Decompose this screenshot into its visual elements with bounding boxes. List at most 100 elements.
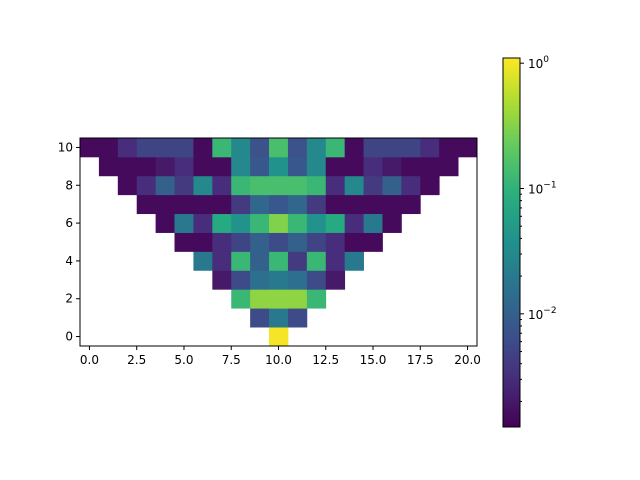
heatmap-cell	[193, 138, 213, 158]
heatmap-cell	[344, 194, 364, 215]
heatmap-cell	[155, 138, 175, 158]
x-tick-label: 12.5	[312, 353, 339, 367]
heatmap-cell	[174, 138, 194, 158]
x-tick-label: 17.5	[407, 353, 434, 367]
heatmap-cell	[80, 138, 100, 158]
heatmap-cell	[174, 175, 194, 196]
y-tick-label: 4	[65, 254, 73, 268]
heatmap-cell	[136, 138, 157, 158]
heatmap-cell	[155, 156, 175, 177]
heatmap-cell	[212, 194, 232, 215]
heatmap-cell	[231, 251, 251, 271]
heatmap-cell	[458, 138, 478, 158]
y-tick-label: 8	[65, 178, 73, 192]
heatmap-cell	[344, 156, 364, 177]
heatmap-cell	[287, 138, 308, 158]
heatmap-cell	[212, 175, 232, 196]
heatmap-cell	[325, 270, 346, 290]
colorbar	[503, 58, 520, 427]
y-tick-label: 0	[65, 330, 73, 344]
heatmap-cell	[136, 175, 157, 196]
x-tick-label: 5.0	[174, 353, 193, 367]
x-tick-label: 10.0	[265, 353, 292, 367]
colorbar-ticks: 10−2 10−1 100	[520, 55, 557, 402]
heatmap-cell	[382, 175, 402, 196]
y-axis: 0 2 4 6 8 10	[58, 140, 80, 344]
heatmap-cell	[269, 289, 289, 309]
heatmap-cell	[363, 138, 383, 158]
heatmap-cell	[155, 213, 175, 233]
heatmap-cell	[401, 194, 421, 215]
heatmap-cell	[231, 156, 251, 177]
heatmap-cell	[363, 194, 383, 215]
heatmap-cell	[306, 175, 327, 196]
heatmap-cell	[269, 270, 289, 290]
heatmap-cell	[363, 213, 383, 233]
heatmap-cell	[231, 232, 251, 252]
colorbar-tick-label: 10−1	[528, 181, 557, 197]
y-tick-label: 6	[65, 216, 73, 230]
heatmap-cell	[382, 194, 402, 215]
heatmap-cell	[193, 213, 213, 233]
heatmap-cell	[344, 138, 364, 158]
heatmap-cell	[439, 156, 459, 177]
heatmap-cell	[174, 156, 194, 177]
heatmap-cell	[287, 232, 308, 252]
heatmap-cell	[306, 138, 327, 158]
heatmap-cell	[306, 289, 327, 309]
heatmap-cell	[193, 194, 213, 215]
heatmap-cell	[98, 138, 119, 158]
heatmap-cell	[212, 270, 232, 290]
heatmap-cell	[363, 175, 383, 196]
heatmap-cell	[193, 251, 213, 271]
heatmap-cell	[212, 138, 232, 158]
heatmap-cell	[250, 213, 270, 233]
heatmap-cell	[136, 194, 157, 215]
x-tick-label: 15.0	[360, 353, 387, 367]
heatmap-cell	[325, 175, 346, 196]
heatmap-cell	[250, 156, 270, 177]
heatmap-cell	[212, 251, 232, 271]
heatmap-cell	[174, 232, 194, 252]
heatmap-cell	[401, 156, 421, 177]
colorbar-tick-label: 100	[528, 55, 549, 71]
heatmap-cell	[287, 270, 308, 290]
heatmap-cell	[155, 175, 175, 196]
heatmap-cell	[325, 213, 346, 233]
heatmap-cell	[231, 175, 251, 196]
y-tick-label: 2	[65, 292, 73, 306]
heatmap-cell	[117, 138, 138, 158]
heatmap-cell	[306, 213, 327, 233]
heatmap-cell	[269, 156, 289, 177]
heatmap-cell	[231, 194, 251, 215]
heatmap-cell	[363, 156, 383, 177]
heatmap-cell	[420, 156, 440, 177]
heatmap-cell	[250, 308, 270, 328]
heatmap-cell	[269, 175, 289, 196]
heatmap-cell	[325, 232, 346, 252]
heatmap-cell	[212, 213, 232, 233]
heatmap-cell	[306, 251, 327, 271]
heatmap-cell	[231, 138, 251, 158]
heatmap-cell	[306, 156, 327, 177]
heatmap-cell	[287, 213, 308, 233]
heatmap-cell	[193, 232, 213, 252]
heatmap-cell	[287, 156, 308, 177]
heatmap-cell	[250, 232, 270, 252]
heatmap-cell	[155, 194, 175, 215]
heatmap-cell	[231, 213, 251, 233]
heatmap-cell	[250, 138, 270, 158]
colorbar-tick-label: 10−2	[528, 306, 557, 322]
heatmap-cell	[250, 194, 270, 215]
heatmap-cell	[250, 251, 270, 271]
heatmap-cell	[439, 138, 459, 158]
heatmap-cell	[250, 289, 270, 309]
colorbar-frame	[502, 57, 521, 428]
heatmap-cell	[117, 175, 138, 196]
heatmap-cell	[193, 175, 213, 196]
heatmap-cell	[325, 251, 346, 271]
heatmap-cell	[212, 232, 232, 252]
heatmap-cell	[401, 175, 421, 196]
heatmap-cell	[287, 251, 308, 271]
